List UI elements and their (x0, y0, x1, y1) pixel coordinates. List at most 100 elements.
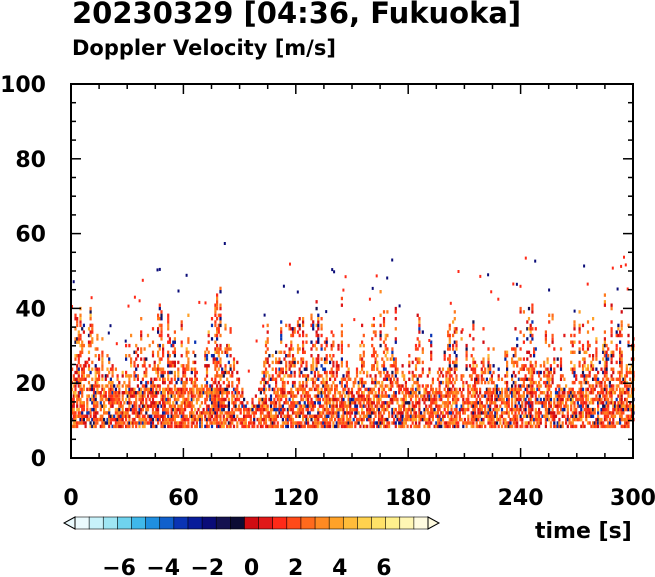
velocity-cell (492, 407, 495, 412)
velocity-cell (435, 401, 438, 405)
velocity-cell (339, 394, 342, 398)
velocity-cell (334, 397, 337, 402)
velocity-cell (190, 391, 193, 395)
velocity-cell (428, 424, 431, 429)
velocity-cell (394, 367, 397, 371)
velocity-cell (128, 394, 131, 398)
velocity-cell (227, 370, 230, 375)
velocity-cell (281, 380, 284, 385)
colorbar-tick-label: 6 (376, 556, 391, 577)
velocity-cell (219, 323, 222, 328)
velocity-cell (101, 394, 104, 398)
velocity-cell (371, 407, 374, 412)
velocity-cell (347, 404, 350, 408)
velocity-cell (167, 377, 170, 381)
velocity-cell (581, 394, 585, 398)
velocity-cell (603, 340, 606, 344)
velocity-cell (295, 421, 298, 425)
velocity-cell (497, 377, 500, 381)
velocity-cell (263, 421, 266, 425)
velocity-cell (391, 350, 394, 354)
velocity-cell (219, 317, 222, 321)
velocity-cell (372, 411, 375, 415)
velocity-cell (470, 394, 473, 398)
velocity-cell (293, 394, 296, 398)
velocity-cell (89, 333, 92, 338)
velocity-cell (602, 391, 605, 395)
velocity-cell (595, 421, 598, 425)
velocity-cell (286, 424, 289, 429)
velocity-cell (182, 367, 185, 371)
velocity-cell (465, 364, 468, 368)
velocity-cell (597, 424, 600, 429)
velocity-cell (477, 374, 480, 378)
velocity-cell (99, 397, 102, 402)
velocity-cell (283, 421, 286, 425)
velocity-cell (229, 411, 232, 415)
velocity-cell (99, 404, 102, 408)
velocity-cell (607, 357, 610, 361)
velocity-cell (157, 374, 160, 378)
velocity-cell (588, 421, 591, 425)
velocity-cell (576, 404, 579, 408)
velocity-cell (467, 391, 470, 395)
velocity-cell (420, 394, 423, 398)
velocity-cell (87, 394, 91, 398)
velocity-cell (160, 357, 163, 361)
velocity-cell (104, 374, 107, 378)
velocity-cell (533, 417, 536, 422)
velocity-cell (290, 333, 293, 338)
velocity-cell (293, 404, 296, 408)
velocity-cell (170, 360, 173, 365)
velocity-cell (495, 384, 499, 388)
velocity-cell (126, 401, 129, 405)
velocity-cell (362, 414, 365, 418)
velocity-cell (322, 397, 325, 402)
velocity-cell (350, 394, 354, 398)
velocity-cell (189, 404, 192, 408)
velocity-cell (448, 360, 451, 365)
velocity-cell (396, 411, 399, 415)
velocity-cell (178, 411, 182, 415)
velocity-cell (350, 387, 354, 392)
velocity-cell (74, 394, 77, 398)
velocity-cell (598, 384, 601, 388)
velocity-cell (538, 407, 541, 412)
velocity-cell (531, 370, 534, 375)
velocity-cell (317, 320, 320, 324)
velocity-cell (273, 417, 276, 422)
velocity-cell (605, 367, 608, 371)
velocity-cell (382, 387, 386, 392)
velocity-cell (130, 407, 133, 412)
velocity-cell (384, 374, 387, 378)
velocity-cell (295, 414, 298, 418)
velocity-cell (216, 411, 219, 415)
velocity-cell (268, 411, 271, 415)
velocity-cell (217, 397, 220, 402)
velocity-cell (468, 401, 472, 405)
velocity-cell (465, 354, 468, 358)
velocity-cell (447, 401, 450, 405)
velocity-cell (189, 391, 192, 395)
velocity-cell (615, 404, 618, 408)
velocity-cell (313, 417, 316, 422)
velocity-cell (140, 407, 143, 412)
velocity-cell (165, 411, 168, 415)
velocity-cell (310, 323, 313, 328)
velocity-cell (620, 394, 623, 398)
velocity-cell (369, 417, 372, 422)
velocity-cell (512, 380, 515, 385)
velocity-cell (157, 317, 160, 321)
velocity-cell (163, 401, 166, 405)
velocity-cell (221, 401, 224, 405)
velocity-cell (325, 337, 328, 341)
velocity-cell (227, 421, 230, 425)
velocity-cell (118, 421, 121, 425)
velocity-cell (76, 340, 79, 344)
velocity-cell (452, 421, 455, 425)
velocity-cell (264, 370, 268, 375)
velocity-cell (603, 417, 606, 422)
velocity-cell (372, 364, 375, 368)
velocity-cell (109, 391, 112, 395)
velocity-cell (566, 417, 569, 422)
